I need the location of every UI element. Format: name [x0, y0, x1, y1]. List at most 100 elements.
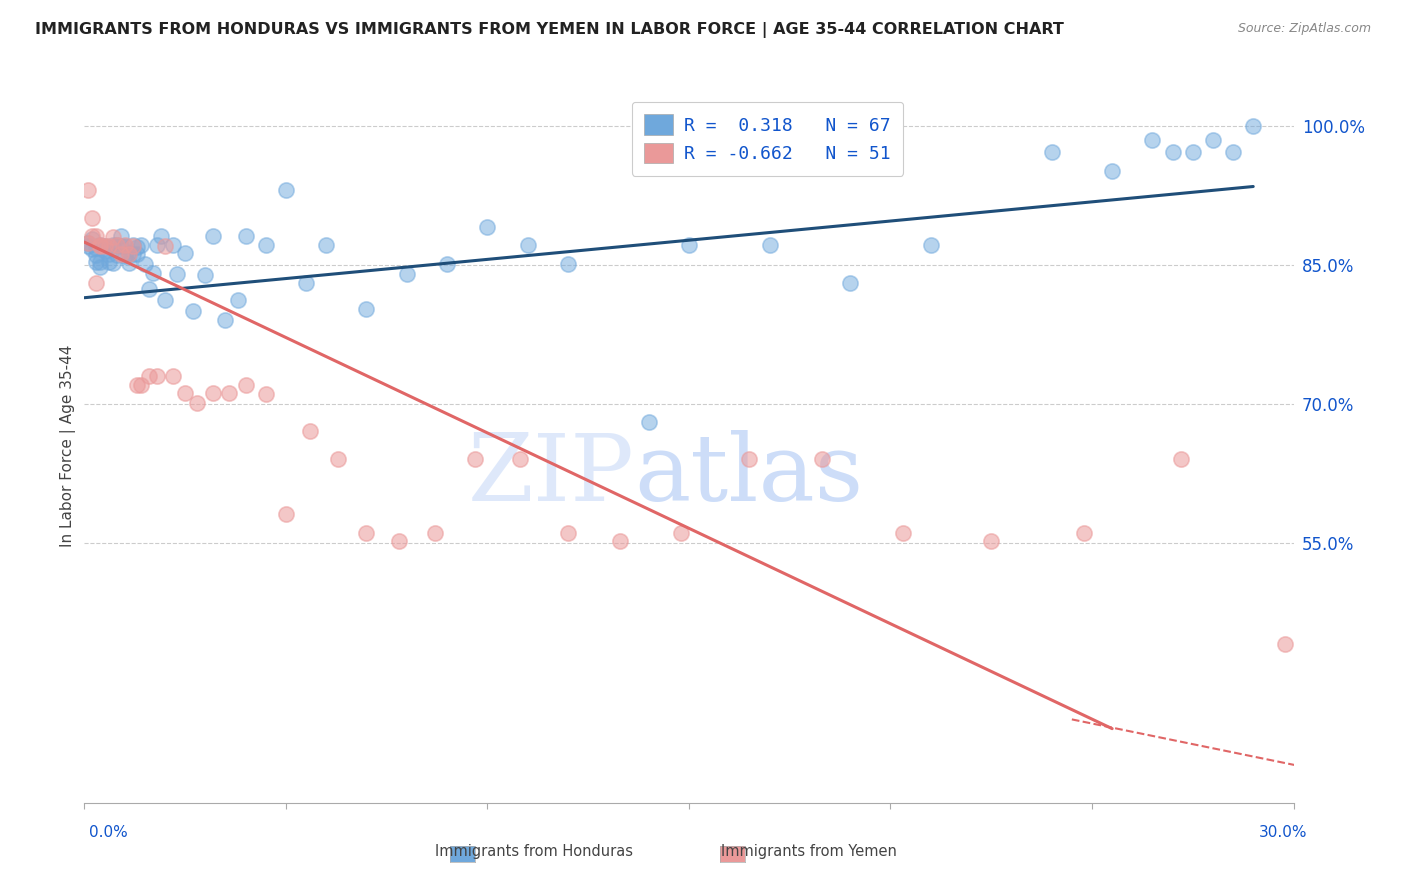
Point: [295, 276, 318, 290]
Point: [142, 266, 165, 280]
Point: [202, 386, 225, 401]
Point: [235, 377, 257, 392]
Point: [149, 228, 172, 243]
Point: [129, 377, 152, 392]
Point: [97, 247, 120, 261]
Point: [82, 242, 104, 256]
Point: [153, 239, 176, 253]
Point: [1302, 693, 1324, 707]
Point: [254, 238, 277, 252]
Point: [174, 386, 197, 401]
Point: [436, 257, 458, 271]
Point: [423, 526, 446, 541]
Point: [125, 247, 148, 261]
Point: [146, 238, 169, 252]
Point: [1343, 721, 1365, 735]
Point: [477, 220, 499, 235]
Point: [118, 247, 141, 261]
Point: [891, 526, 914, 541]
Point: [1073, 526, 1095, 541]
Point: [125, 377, 148, 392]
Point: [509, 452, 531, 467]
Point: [118, 256, 141, 270]
Point: [114, 239, 136, 253]
Point: [166, 267, 188, 281]
Point: [101, 255, 124, 269]
Point: [162, 368, 184, 383]
Point: [356, 301, 378, 316]
Point: [274, 507, 297, 521]
Point: [89, 238, 111, 252]
Point: [93, 239, 115, 253]
Point: [299, 424, 322, 438]
Point: [101, 229, 124, 244]
Text: ZIP: ZIP: [468, 430, 634, 519]
Point: [77, 235, 100, 250]
Point: [97, 239, 120, 253]
Point: [328, 452, 350, 467]
Point: [89, 238, 111, 252]
Point: [105, 248, 128, 262]
Point: [226, 293, 249, 307]
Point: [101, 238, 124, 252]
Point: [77, 183, 100, 197]
Text: atlas: atlas: [634, 430, 863, 519]
Point: [186, 396, 208, 410]
Point: [86, 276, 108, 290]
Point: [218, 386, 240, 401]
Point: [637, 415, 659, 429]
Point: [315, 238, 337, 252]
Point: [134, 257, 156, 271]
Text: 30.0%: 30.0%: [1260, 825, 1308, 840]
Point: [214, 313, 236, 327]
Point: [129, 238, 152, 252]
Point: [82, 232, 104, 246]
Point: [121, 247, 143, 261]
Point: [738, 452, 761, 467]
Point: [77, 235, 100, 250]
Point: [395, 267, 418, 281]
Point: [1274, 637, 1296, 651]
Point: [1202, 133, 1225, 147]
Point: [181, 303, 204, 318]
Point: [89, 239, 111, 253]
Point: [1161, 145, 1184, 160]
Point: [516, 238, 538, 252]
Text: Immigrants from Yemen: Immigrants from Yemen: [720, 845, 897, 859]
Point: [678, 238, 700, 252]
Point: [93, 239, 115, 253]
Point: [1181, 145, 1204, 160]
Point: [82, 211, 104, 225]
Point: [839, 276, 862, 290]
Point: [121, 238, 143, 252]
Legend: R =  0.318   N = 67, R = -0.662   N = 51: R = 0.318 N = 67, R = -0.662 N = 51: [631, 102, 903, 176]
Point: [1355, 730, 1378, 744]
Point: [82, 228, 104, 243]
Point: [811, 452, 834, 467]
Point: [110, 228, 132, 243]
Point: [254, 387, 277, 401]
Point: [202, 228, 225, 243]
Point: [86, 241, 108, 255]
Point: [356, 526, 378, 541]
Point: [557, 257, 579, 271]
Point: [464, 452, 486, 467]
Point: [114, 249, 136, 263]
Point: [97, 254, 120, 268]
Point: [86, 254, 108, 268]
Point: [114, 238, 136, 252]
Point: [980, 534, 1002, 549]
Y-axis label: In Labor Force | Age 35-44: In Labor Force | Age 35-44: [60, 345, 76, 547]
Text: 0.0%: 0.0%: [89, 825, 128, 840]
Point: [758, 238, 780, 252]
Point: [1222, 145, 1244, 160]
Point: [121, 239, 143, 253]
Text: Source: ZipAtlas.com: Source: ZipAtlas.com: [1237, 22, 1371, 36]
Point: [235, 228, 257, 243]
Point: [105, 238, 128, 252]
Point: [138, 368, 160, 383]
Point: [110, 239, 132, 253]
Point: [557, 526, 579, 541]
Point: [110, 247, 132, 261]
Point: [388, 534, 411, 549]
